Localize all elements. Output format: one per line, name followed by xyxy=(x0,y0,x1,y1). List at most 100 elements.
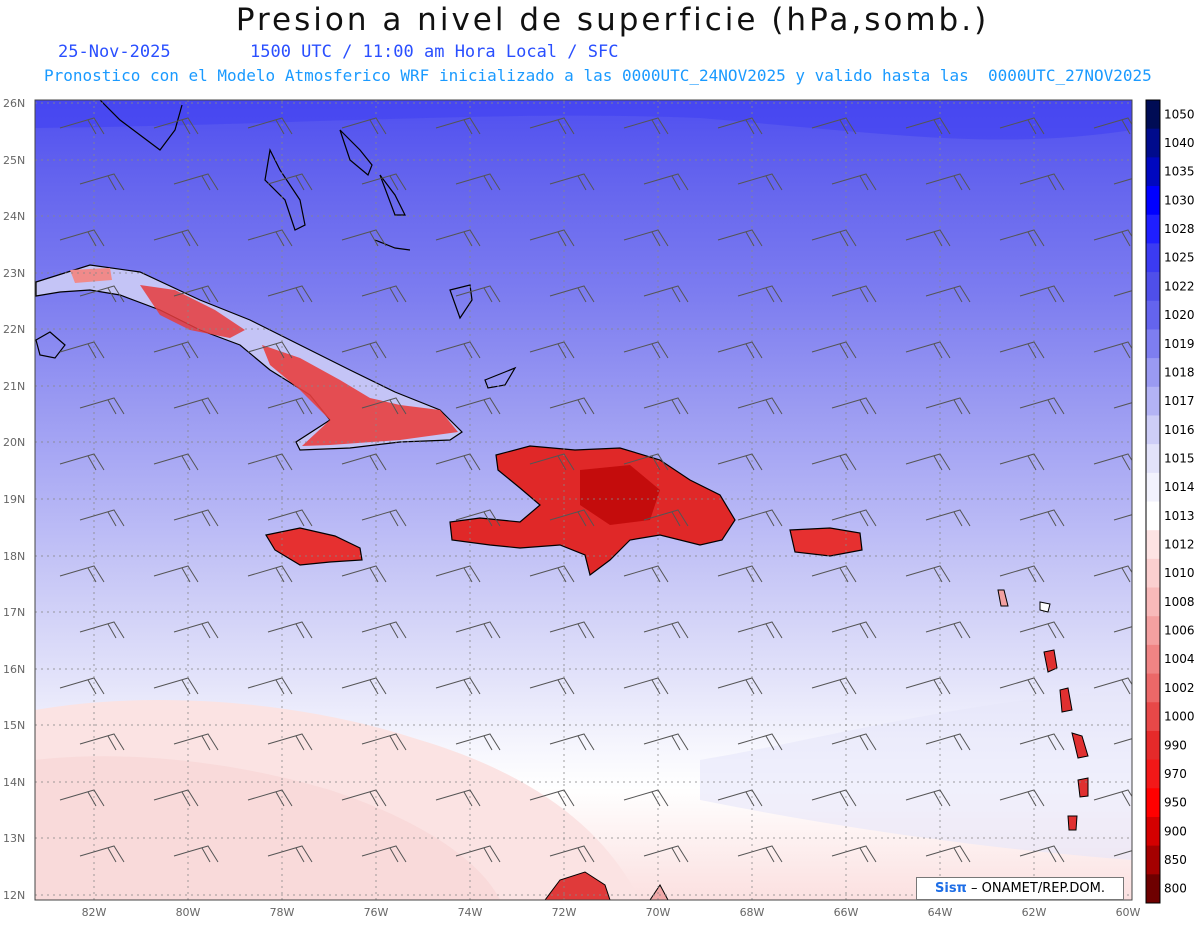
wind-barb xyxy=(999,565,1045,583)
wind-barb xyxy=(247,229,293,247)
wind-barb xyxy=(623,565,669,583)
lat-label: 12N xyxy=(3,889,25,902)
wind-barb xyxy=(1019,173,1065,191)
wind-barb xyxy=(529,229,575,247)
colorbar-swatch xyxy=(1146,616,1160,646)
forecast-date: 25-Nov-2025 xyxy=(58,42,171,62)
colorbar-label: 850 xyxy=(1164,853,1187,867)
colorbar-label: 900 xyxy=(1164,824,1187,838)
wind-barb xyxy=(549,509,595,527)
wind-barb xyxy=(173,397,219,415)
wind-barb xyxy=(361,397,407,415)
wind-barb xyxy=(267,845,313,863)
colorbar-swatch xyxy=(1146,558,1160,589)
wind-barb xyxy=(247,789,293,807)
lat-label: 25N xyxy=(3,154,25,167)
lon-label: 76W xyxy=(364,906,389,919)
colorbar-swatch xyxy=(1146,128,1160,158)
wind-barb xyxy=(925,621,971,639)
colorbar-label: 1016 xyxy=(1164,423,1195,437)
wind-barb xyxy=(811,453,857,471)
colorbar-label: 1015 xyxy=(1164,451,1195,465)
colorbar-label: 1018 xyxy=(1164,365,1195,379)
wind-barb xyxy=(529,789,575,807)
wind-barb xyxy=(831,173,877,191)
wind-barb xyxy=(435,677,481,695)
wind-barb xyxy=(925,397,971,415)
wind-barb xyxy=(455,397,501,415)
lat-label: 20N xyxy=(3,436,25,449)
lon-label: 68W xyxy=(740,906,765,919)
cuba-landmass xyxy=(35,264,463,451)
wind-barb xyxy=(1019,845,1065,863)
wind-barb xyxy=(999,789,1045,807)
colorbar-swatch xyxy=(1146,702,1160,732)
wind-barb xyxy=(623,789,669,807)
wind-barb xyxy=(905,789,951,807)
wind-barb xyxy=(361,509,407,527)
wind-barb xyxy=(925,173,971,191)
wind-barb xyxy=(247,453,293,471)
wind-barb xyxy=(737,173,783,191)
colorbar-label: 970 xyxy=(1164,767,1187,781)
colorbar-label: 1035 xyxy=(1164,165,1195,179)
wind-barb xyxy=(341,229,387,247)
wind-barb xyxy=(455,621,501,639)
wind-barb xyxy=(737,285,783,303)
colorbar-swatch xyxy=(1146,444,1160,474)
wind-barb xyxy=(59,565,105,583)
wind-barb xyxy=(341,453,387,471)
wind-barb xyxy=(999,117,1045,135)
wind-barb xyxy=(435,229,481,247)
colorbar-swatch xyxy=(1146,186,1160,216)
wind-barb xyxy=(59,677,105,695)
wind-barb xyxy=(1019,733,1065,751)
wind-barb xyxy=(831,733,877,751)
wind-barb xyxy=(455,509,501,527)
jamaica-landmass xyxy=(265,527,363,566)
colorbar-label: 1004 xyxy=(1164,652,1195,666)
colorbar-label: 1040 xyxy=(1164,136,1195,150)
wind-barb xyxy=(1093,565,1132,583)
wind-barb xyxy=(153,117,199,135)
lon-label: 72W xyxy=(552,906,577,919)
wind-barb xyxy=(737,397,783,415)
lat-label: 21N xyxy=(3,380,25,393)
wind-barb xyxy=(1019,509,1065,527)
map-frame xyxy=(34,99,1133,901)
colorbar-swatch xyxy=(1146,673,1160,703)
lat-label: 19N xyxy=(3,493,25,506)
wind-barb xyxy=(925,733,971,751)
lat-label: 15N xyxy=(3,719,25,732)
colorbar-frame xyxy=(1145,99,1161,904)
wind-barb xyxy=(811,789,857,807)
wind-barb xyxy=(717,229,763,247)
wind-barb xyxy=(1093,453,1132,471)
wind-barb xyxy=(1093,229,1132,247)
wind-barb xyxy=(831,845,877,863)
wind-barb xyxy=(361,733,407,751)
wind-barb xyxy=(435,789,481,807)
wind-barb xyxy=(173,173,219,191)
wind-barb xyxy=(925,845,971,863)
wind-barb xyxy=(999,453,1045,471)
colorbar-label: 990 xyxy=(1164,738,1187,752)
colorbar-swatch xyxy=(1146,587,1160,617)
lat-label: 17N xyxy=(3,606,25,619)
lat-label: 22N xyxy=(3,323,25,336)
colorbar-label: 1050 xyxy=(1164,107,1195,121)
wind-barb xyxy=(173,509,219,527)
wind-barb xyxy=(59,453,105,471)
colorbar-label: 1022 xyxy=(1164,279,1195,293)
lon-label: 66W xyxy=(834,906,859,919)
wind-barb xyxy=(1113,178,1132,185)
wind-barb xyxy=(361,621,407,639)
wind-barb xyxy=(999,229,1045,247)
wind-barb xyxy=(737,845,783,863)
wind-barb xyxy=(1093,341,1132,359)
lat-label: 26N xyxy=(3,97,25,110)
wind-barb xyxy=(643,173,689,191)
wind-barb xyxy=(623,677,669,695)
wind-barb xyxy=(905,453,951,471)
graticule xyxy=(35,100,1132,900)
